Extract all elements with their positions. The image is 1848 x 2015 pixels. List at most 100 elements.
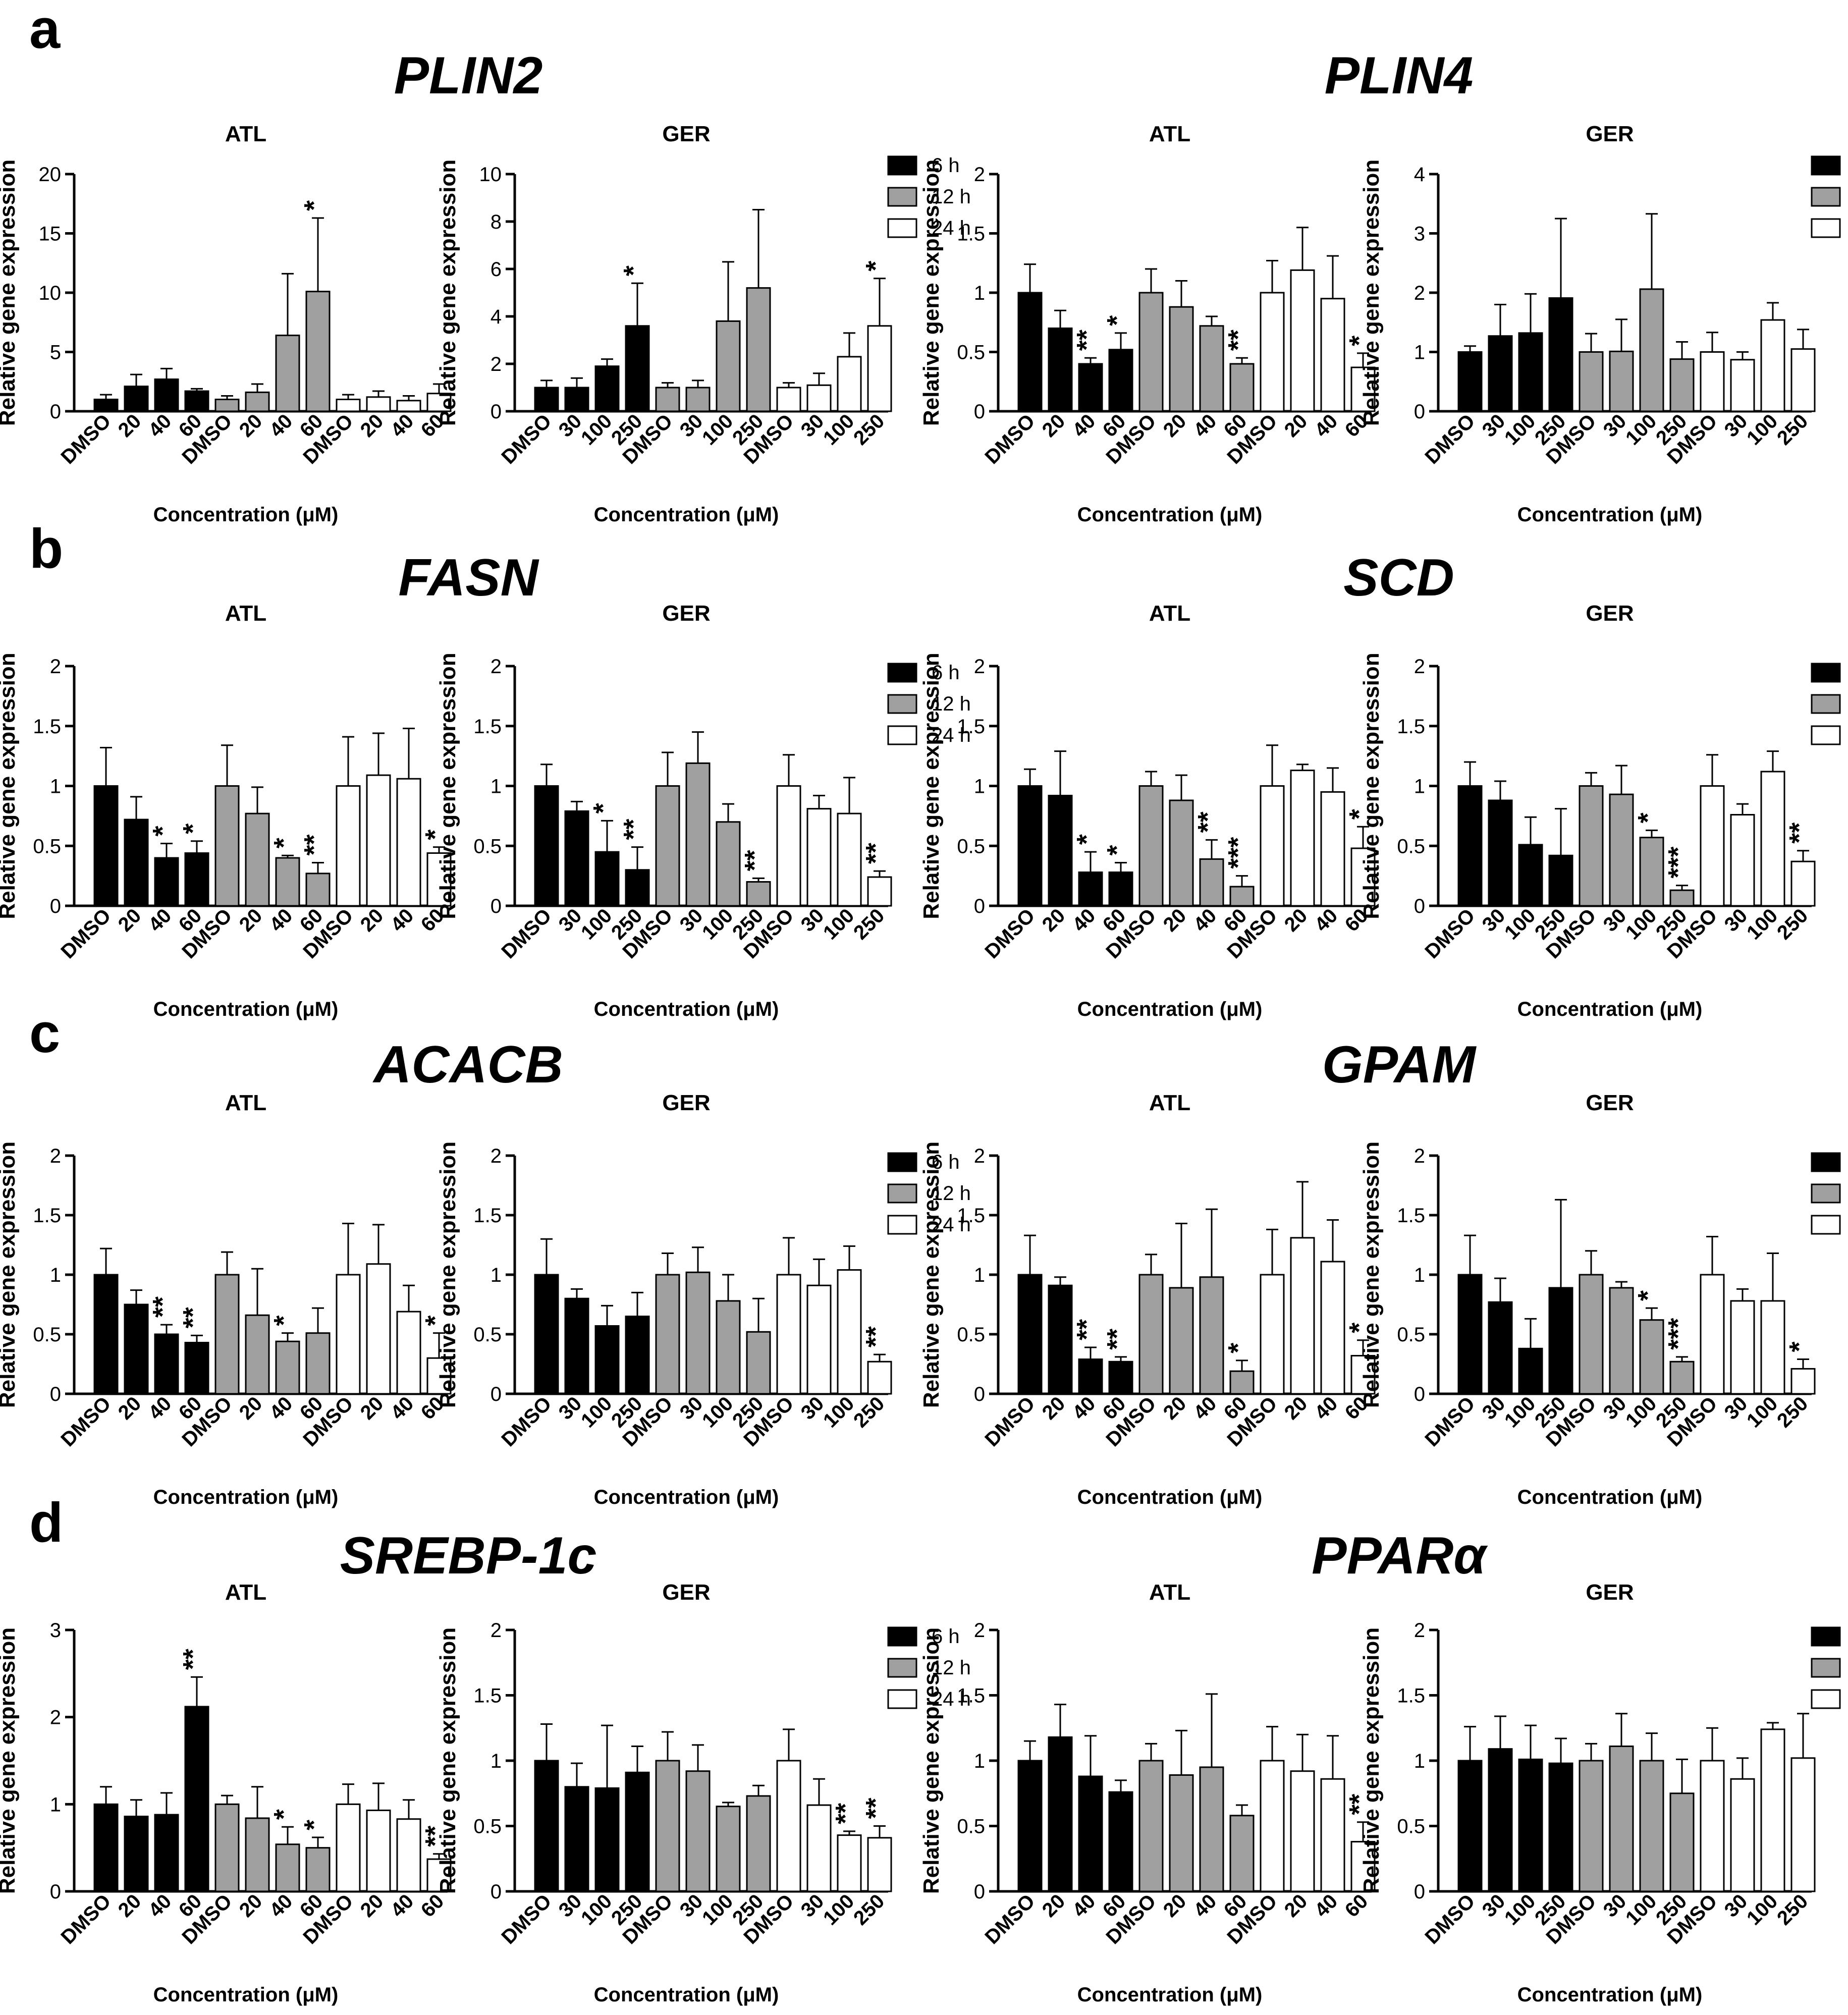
- bar: [1760, 1300, 1785, 1395]
- legend-label: 6 h: [932, 154, 960, 177]
- bar: [366, 774, 391, 907]
- cell-title: ATL: [225, 122, 266, 146]
- bar: [534, 1760, 559, 1892]
- bar: [1548, 1287, 1573, 1395]
- x-tick-label: 20: [235, 904, 267, 936]
- bar: [1138, 1274, 1164, 1395]
- bar: [1518, 1347, 1543, 1395]
- x-tick-label: 40: [1311, 904, 1342, 936]
- bar: [275, 1340, 300, 1395]
- x-tick-label: 60: [1341, 1890, 1373, 1922]
- y-tick-label: 1: [974, 1750, 985, 1772]
- y-tick-label: 2: [491, 656, 502, 678]
- x-tick-label: 100: [698, 1392, 737, 1432]
- y-tick-label: 1.5: [1397, 716, 1425, 738]
- bar: [564, 810, 589, 907]
- bar: [1320, 1261, 1345, 1395]
- bar: [1548, 297, 1573, 412]
- significance-label: *: [268, 838, 299, 848]
- bar: [867, 876, 892, 907]
- bar: [93, 785, 119, 907]
- bar: [776, 1760, 801, 1892]
- y-tick-label: 2: [50, 1707, 61, 1729]
- bar: [426, 852, 452, 907]
- bar: [305, 873, 331, 907]
- x-tick-label: 20: [114, 904, 146, 936]
- legend-label: 24 h: [932, 217, 971, 239]
- y-tick-label: 0: [974, 895, 985, 917]
- bar: [275, 1843, 300, 1892]
- bar: [336, 785, 361, 907]
- bar: [184, 852, 209, 907]
- legend-label: 12 h: [932, 186, 971, 208]
- x-tick-label: 40: [1068, 904, 1100, 936]
- legend-label: 24 h: [932, 1688, 971, 1710]
- significance-label: *: [1102, 315, 1132, 326]
- x-tick-label: 250: [849, 904, 889, 944]
- bar: [1290, 269, 1315, 412]
- y-tick-label: 0: [1414, 895, 1425, 917]
- significance-label: *: [1784, 1342, 1814, 1352]
- y-tick-label: 10: [39, 282, 62, 304]
- significance-label: *: [1102, 845, 1132, 855]
- cell-title: GER: [662, 601, 710, 626]
- y-tick-label: 1: [1414, 1264, 1425, 1286]
- y-tick-label: 0: [491, 1383, 502, 1405]
- y-tick-label: 2: [974, 1145, 985, 1167]
- bar: [564, 1786, 589, 1892]
- bar: [594, 851, 620, 907]
- significance-label: *: [268, 1809, 299, 1820]
- bar: [184, 1706, 209, 1892]
- bar: [396, 778, 421, 907]
- y-tick-label: 0: [50, 1881, 61, 1903]
- gene-title: PLIN4: [1325, 46, 1474, 105]
- x-tick-label: 100: [1500, 1890, 1540, 1929]
- y-tick-label: 0.5: [33, 835, 61, 857]
- bar: [305, 291, 331, 412]
- legend-swatch: [1811, 187, 1841, 207]
- x-tick-label: 20: [356, 410, 388, 442]
- gene-title: PLIN2: [394, 46, 543, 105]
- y-tick-label: 2: [491, 353, 502, 375]
- bar: [1518, 844, 1543, 907]
- legend: 6 h 12 h 24 h: [887, 662, 971, 746]
- bar: [1017, 1274, 1043, 1395]
- x-axis-label: Concentration (μM): [1077, 1984, 1263, 2006]
- significance-label: *: [860, 261, 891, 271]
- legend-swatch: [887, 725, 917, 745]
- bar: [1078, 1358, 1103, 1395]
- bar: [184, 390, 209, 412]
- x-tick-label: 100: [1500, 904, 1540, 944]
- significance-label: *: [1344, 1323, 1374, 1333]
- bar: [776, 785, 801, 907]
- y-tick-label: 0.5: [473, 1324, 502, 1346]
- bar: [625, 325, 650, 412]
- significance-label: *: [1344, 336, 1374, 346]
- cell-title: GER: [1586, 1091, 1634, 1115]
- y-tick-label: 1: [50, 1264, 61, 1286]
- bar: [1579, 1760, 1604, 1892]
- y-tick-label: 1.5: [1397, 1205, 1425, 1227]
- bar: [214, 785, 240, 907]
- chart-ppar-atl: PPARα ATL 0 0.5 1 1.5 2 Relative gene expressio…: [919, 1527, 1488, 2006]
- x-tick-label: 100: [577, 1890, 616, 1929]
- y-tick-label: 2: [974, 1619, 985, 1642]
- bar: [867, 1837, 892, 1892]
- bar: [806, 1284, 832, 1395]
- y-tick-label: 0.5: [957, 1324, 985, 1346]
- bar: [1700, 1760, 1725, 1892]
- y-tick-label: 0: [50, 401, 61, 423]
- significance-label: *: [1071, 834, 1102, 845]
- y-axis-label: Relative gene expression: [0, 1141, 20, 1408]
- y-tick-label: 4: [1414, 164, 1425, 186]
- x-tick-label: 250: [1773, 1392, 1812, 1432]
- bar: [746, 1795, 771, 1892]
- bar: [1669, 1360, 1695, 1395]
- legend: 6 h 12 h 24 h: [887, 1625, 971, 1710]
- y-axis-label: Relative gene expression: [1359, 652, 1384, 919]
- x-tick-label: 20: [1280, 410, 1312, 442]
- legend-swatch: [887, 1215, 917, 1235]
- x-tick-label: 250: [1773, 1890, 1812, 1929]
- bar: [1730, 1778, 1755, 1892]
- x-tick-label: 100: [1500, 410, 1540, 449]
